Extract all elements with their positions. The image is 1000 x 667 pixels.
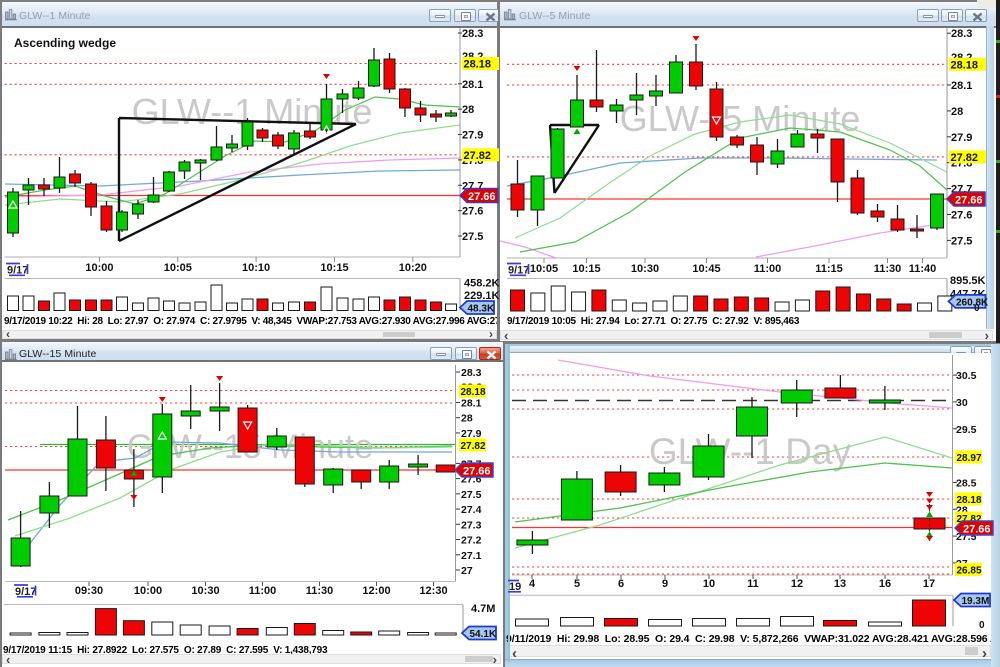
svg-text:GLW--1 Day: GLW--1 Day [649, 431, 852, 472]
svg-text:10:30: 10:30 [631, 263, 659, 275]
svg-text:16: 16 [879, 578, 891, 590]
svg-text:17: 17 [923, 578, 935, 590]
svg-text:28: 28 [956, 504, 968, 516]
svg-text:26.85: 26.85 [957, 566, 982, 577]
svg-text:10: 10 [703, 578, 715, 590]
svg-text:28.18: 28.18 [461, 387, 486, 398]
svg-text:27.66: 27.66 [463, 466, 491, 478]
svg-text:28.3: 28.3 [461, 367, 482, 379]
svg-text:9/17: 9/17 [7, 265, 28, 277]
svg-text:0: 0 [979, 620, 985, 631]
svg-text:9/17: 9/17 [15, 586, 36, 598]
svg-text:28: 28 [461, 413, 473, 425]
svg-text:4: 4 [529, 578, 536, 590]
svg-text:10:45: 10:45 [692, 263, 720, 275]
svg-text:10:05: 10:05 [530, 263, 558, 275]
svg-text:11:15: 11:15 [815, 263, 843, 275]
svg-text:10:00: 10:00 [85, 262, 113, 274]
svg-text:27.5: 27.5 [462, 231, 483, 243]
svg-text:27.5: 27.5 [951, 235, 972, 247]
svg-text:229.1K: 229.1K [464, 290, 500, 302]
svg-text:27.66: 27.66 [955, 195, 983, 207]
svg-text:28.5: 28.5 [956, 477, 977, 489]
svg-text:27.1: 27.1 [461, 550, 482, 562]
svg-text:48.3K: 48.3K [468, 304, 495, 315]
svg-text:30.5: 30.5 [956, 370, 977, 382]
svg-text:27.82: 27.82 [464, 150, 492, 162]
svg-text:458.2K: 458.2K [464, 278, 500, 290]
svg-text:GLW--5 Minute: GLW--5 Minute [620, 98, 861, 139]
svg-text:895.5K: 895.5K [950, 275, 986, 287]
svg-text:28.3: 28.3 [951, 28, 972, 40]
svg-text:27.6: 27.6 [462, 206, 483, 218]
svg-text:11:30: 11:30 [874, 263, 902, 275]
svg-text:260.8K: 260.8K [956, 297, 989, 308]
svg-text:27.66: 27.66 [468, 191, 496, 203]
svg-text:27.9: 27.9 [951, 132, 972, 144]
svg-text:6: 6 [618, 578, 624, 590]
svg-text:10:15: 10:15 [320, 262, 348, 274]
svg-text:10:00: 10:00 [134, 585, 162, 597]
svg-text:4.7M: 4.7M [471, 603, 495, 615]
svg-text:11:40: 11:40 [909, 263, 937, 275]
svg-text:9: 9 [662, 578, 668, 590]
svg-text:11: 11 [747, 578, 759, 590]
svg-text:28.18: 28.18 [951, 59, 979, 71]
svg-text:19.3M: 19.3M [962, 596, 990, 607]
svg-text:27.9: 27.9 [461, 428, 482, 440]
svg-text:27.6: 27.6 [951, 210, 972, 222]
svg-text:28.97: 28.97 [957, 453, 982, 464]
svg-text:9/17: 9/17 [508, 265, 529, 277]
svg-text:12: 12 [791, 578, 803, 590]
svg-text:10:15: 10:15 [572, 263, 600, 275]
svg-text:29.5: 29.5 [956, 424, 977, 436]
svg-text:13: 13 [834, 578, 846, 590]
svg-text:27.5: 27.5 [461, 489, 482, 501]
svg-text:10:30: 10:30 [191, 585, 219, 597]
svg-text:11:00: 11:00 [754, 263, 782, 275]
svg-text:27.82: 27.82 [461, 441, 486, 452]
svg-text:10:10: 10:10 [242, 262, 270, 274]
svg-text:0: 0 [974, 303, 980, 314]
svg-text:10:05: 10:05 [164, 262, 192, 274]
svg-text:27.3: 27.3 [461, 519, 482, 531]
svg-text:27.66: 27.66 [963, 524, 991, 536]
svg-text:Ascending wedge: Ascending wedge [14, 36, 116, 50]
svg-text:28.18: 28.18 [957, 495, 982, 506]
svg-text:27.4: 27.4 [461, 504, 482, 516]
svg-text:27.82: 27.82 [951, 152, 979, 164]
svg-text:28.18: 28.18 [464, 59, 492, 71]
svg-text:11:00: 11:00 [249, 585, 277, 597]
svg-text:10:20: 10:20 [399, 262, 427, 274]
svg-text:27.2: 27.2 [461, 535, 482, 547]
svg-text:28.3: 28.3 [462, 28, 483, 40]
svg-text:5: 5 [574, 578, 580, 590]
svg-text:27.82: 27.82 [957, 514, 982, 525]
svg-text:28: 28 [462, 104, 474, 116]
svg-text:12:30: 12:30 [419, 585, 447, 597]
svg-text:12:00: 12:00 [362, 585, 390, 597]
svg-text:30: 30 [956, 397, 968, 409]
svg-text:27: 27 [461, 565, 473, 577]
svg-text:11:30: 11:30 [306, 585, 334, 597]
svg-text:28.1: 28.1 [462, 79, 483, 91]
svg-text:28: 28 [951, 106, 963, 118]
svg-text:27.9: 27.9 [462, 130, 483, 142]
svg-text:19: 19 [509, 581, 521, 593]
svg-text:09:30: 09:30 [75, 585, 103, 597]
svg-text:54.1K: 54.1K [470, 629, 497, 640]
svg-text:28.1: 28.1 [461, 397, 482, 409]
svg-text:28.1: 28.1 [951, 80, 972, 92]
